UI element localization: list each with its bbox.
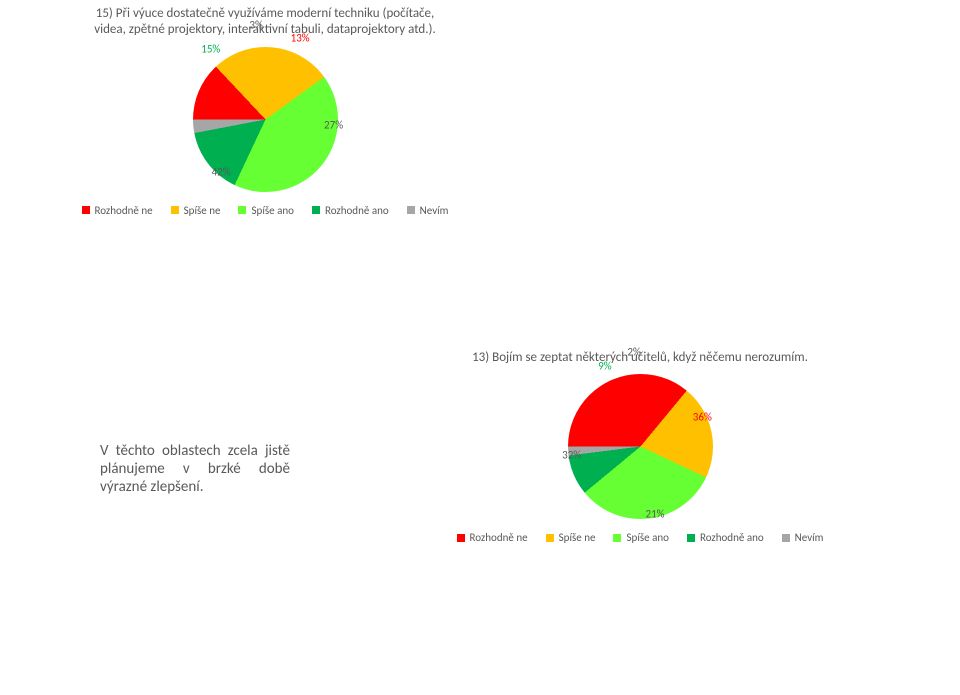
legend-item: Rozhodně ano <box>687 531 764 544</box>
legend-item: Rozhodně ano <box>312 204 389 217</box>
legend-q13: Rozhodně ne Spíše ne Spíše ano Rozhodně ano… <box>430 531 850 544</box>
legend-item: Spíše ne <box>546 531 596 544</box>
pie-slice-label: 36% <box>693 411 712 424</box>
chart-card-q13: 13) Bojím se zeptat některých učitelů, k… <box>430 350 850 680</box>
pie-slice-label: 2% <box>627 346 640 359</box>
pie-slice-label: 13% <box>291 31 310 44</box>
legend-swatch <box>407 206 415 214</box>
legend-label: Spíše ano <box>626 531 668 544</box>
legend-swatch <box>82 206 90 214</box>
pie-slice-label: 27% <box>324 119 343 132</box>
legend-item: Rozhodně ne <box>82 204 153 217</box>
legend-swatch <box>238 206 246 214</box>
legend-q15: Rozhodně ne Spíše ne Spíše ano Rozhodně ano… <box>80 204 450 217</box>
legend-item: Spíše ano <box>613 531 668 544</box>
legend-item: Nevím <box>782 531 824 544</box>
legend-item: Spíše ano <box>238 204 293 217</box>
legend-swatch <box>457 534 465 542</box>
legend-swatch <box>613 534 621 542</box>
legend-item: Spíše ne <box>171 204 221 217</box>
legend-label: Spíše ne <box>559 531 596 544</box>
body-paragraph: V těchto oblastech zcela jistě plánujeme… <box>100 442 290 496</box>
legend-label: Spíše ano <box>251 204 293 217</box>
legend-label: Spíše ne <box>184 204 221 217</box>
legend-swatch <box>782 534 790 542</box>
pie-slice-label: 15% <box>201 43 220 56</box>
legend-label: Rozhodně ano <box>325 204 389 217</box>
legend-item: Nevím <box>407 204 449 217</box>
pie-slice-label: 9% <box>598 359 611 372</box>
legend-label: Rozhodně ne <box>95 204 153 217</box>
pie-slice-label: 32% <box>562 449 581 462</box>
legend-swatch <box>171 206 179 214</box>
pie-slice-label: 3% <box>249 18 262 31</box>
legend-label: Nevím <box>795 531 824 544</box>
pie-wrap-q13: 36%21%32%9%2% <box>568 374 713 519</box>
chart-card-q15: 15) Při výuce dostatečně využíváme moder… <box>80 6 450 346</box>
legend-swatch <box>312 206 320 214</box>
pie-q13 <box>568 374 713 519</box>
legend-swatch <box>546 534 554 542</box>
legend-item: Rozhodně ne <box>457 531 528 544</box>
legend-label: Rozhodně ne <box>470 531 528 544</box>
chart-title-q15: 15) Při výuce dostatečně využíváme moder… <box>80 6 450 39</box>
pie-wrap-q15: 13%27%42%15%3% <box>193 47 338 192</box>
legend-label: Nevím <box>420 204 449 217</box>
pie-slice-label: 42% <box>212 166 231 179</box>
legend-label: Rozhodně ano <box>700 531 764 544</box>
legend-swatch <box>687 534 695 542</box>
pie-slice-label: 21% <box>646 507 665 520</box>
